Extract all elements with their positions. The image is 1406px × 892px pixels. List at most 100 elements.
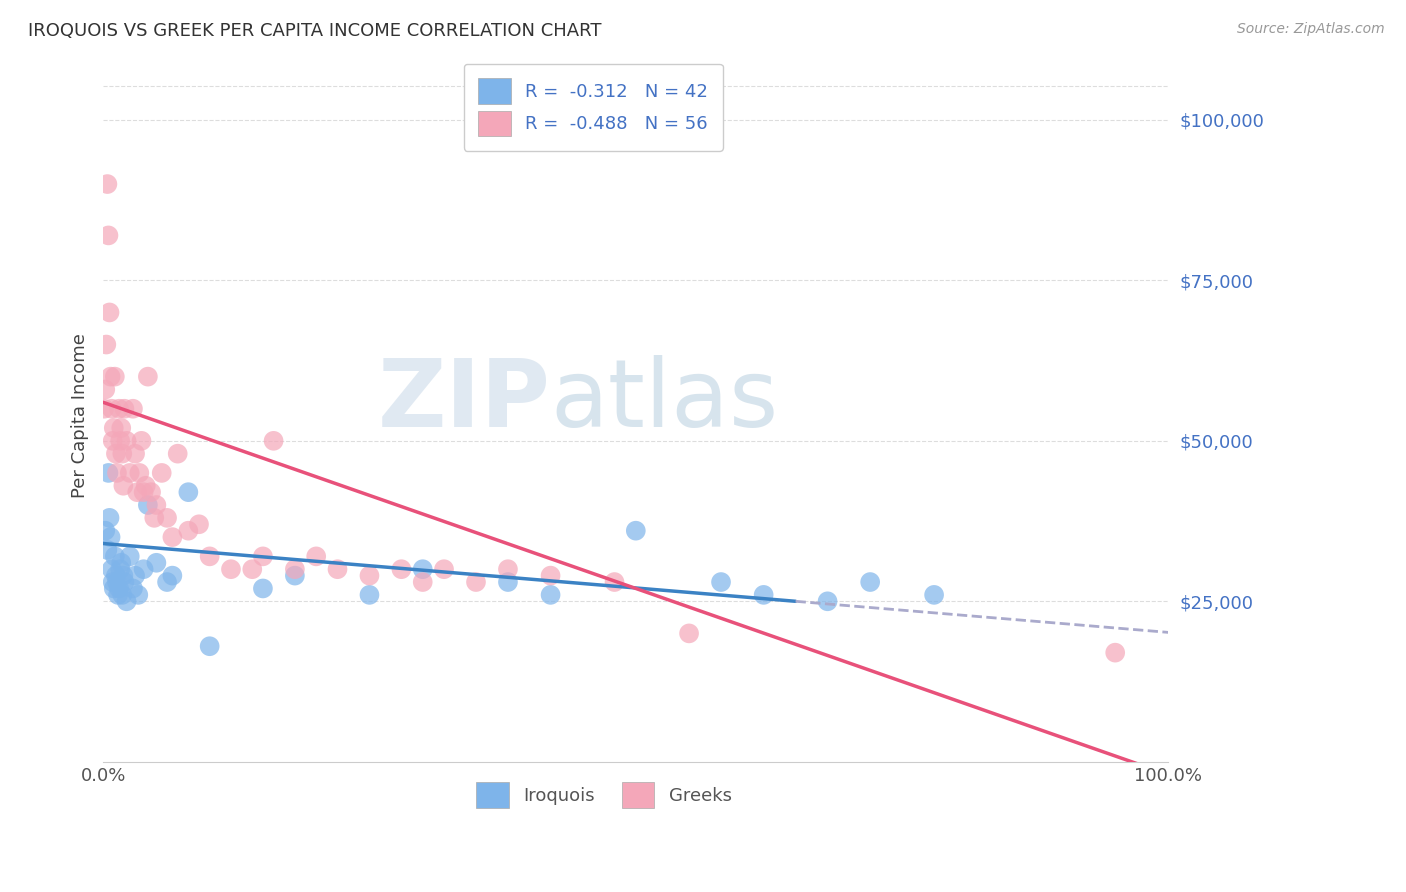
Point [263, 434, 285, 448]
Point [540, 568, 562, 582]
Point [112, 568, 135, 582]
Point [108, 401, 131, 416]
Point [100, 562, 122, 576]
Point [156, 511, 179, 525]
Point [114, 401, 136, 416]
Text: ZIP: ZIP [378, 355, 551, 447]
Point [177, 524, 200, 538]
Point [162, 568, 184, 582]
Point [145, 556, 167, 570]
Point [135, 479, 157, 493]
Point [101, 575, 124, 590]
Point [188, 517, 211, 532]
Point [112, 479, 135, 493]
Point [100, 401, 122, 416]
Point [103, 582, 125, 596]
Point [177, 485, 200, 500]
Point [156, 575, 179, 590]
Point [97, 466, 120, 480]
Legend: Iroquois, Greeks: Iroquois, Greeks [468, 775, 740, 815]
Point [101, 434, 124, 448]
Point [103, 421, 125, 435]
Point [359, 568, 381, 582]
Point [166, 447, 188, 461]
Point [94, 524, 117, 538]
Point [105, 575, 128, 590]
Point [122, 582, 145, 596]
Point [710, 575, 733, 590]
Point [136, 369, 159, 384]
Point [118, 549, 141, 564]
Point [104, 568, 127, 582]
Point [124, 568, 146, 582]
Point [96, 543, 118, 558]
Point [496, 575, 519, 590]
Point [412, 562, 434, 576]
Point [108, 562, 131, 576]
Point [115, 434, 138, 448]
Point [305, 549, 328, 564]
Point [162, 530, 184, 544]
Point [326, 562, 349, 576]
Point [817, 594, 839, 608]
Point [1104, 646, 1126, 660]
Point [359, 588, 381, 602]
Point [139, 485, 162, 500]
Point [150, 466, 173, 480]
Point [96, 177, 118, 191]
Point [104, 369, 127, 384]
Point [198, 639, 221, 653]
Point [859, 575, 882, 590]
Point [108, 582, 131, 596]
Point [118, 466, 141, 480]
Point [252, 582, 274, 596]
Point [752, 588, 775, 602]
Point [97, 228, 120, 243]
Point [128, 466, 150, 480]
Point [96, 337, 118, 351]
Point [127, 485, 149, 500]
Point [115, 594, 138, 608]
Text: atlas: atlas [551, 355, 779, 447]
Point [496, 562, 519, 576]
Point [132, 562, 155, 576]
Point [284, 568, 307, 582]
Point [127, 588, 149, 602]
Point [93, 401, 115, 416]
Point [219, 562, 242, 576]
Point [111, 447, 134, 461]
Point [391, 562, 413, 576]
Point [104, 549, 127, 564]
Point [540, 588, 562, 602]
Point [98, 305, 121, 319]
Point [108, 434, 131, 448]
Point [132, 485, 155, 500]
Point [111, 588, 134, 602]
Point [284, 562, 307, 576]
Point [198, 549, 221, 564]
Point [624, 524, 647, 538]
Text: IROQUOIS VS GREEK PER CAPITA INCOME CORRELATION CHART: IROQUOIS VS GREEK PER CAPITA INCOME CORR… [28, 22, 602, 40]
Point [412, 575, 434, 590]
Text: Source: ZipAtlas.com: Source: ZipAtlas.com [1237, 22, 1385, 37]
Point [100, 369, 122, 384]
Point [240, 562, 263, 576]
Point [105, 466, 128, 480]
Point [603, 575, 626, 590]
Point [122, 401, 145, 416]
Point [98, 511, 121, 525]
Point [114, 575, 136, 590]
Point [433, 562, 456, 576]
Point [94, 383, 117, 397]
Point [143, 511, 166, 525]
Point [465, 575, 488, 590]
Point [678, 626, 700, 640]
Point [136, 498, 159, 512]
Point [922, 588, 945, 602]
Point [131, 434, 153, 448]
Point [124, 447, 146, 461]
Point [104, 447, 127, 461]
Point [110, 556, 132, 570]
Point [252, 549, 274, 564]
Point [110, 421, 132, 435]
